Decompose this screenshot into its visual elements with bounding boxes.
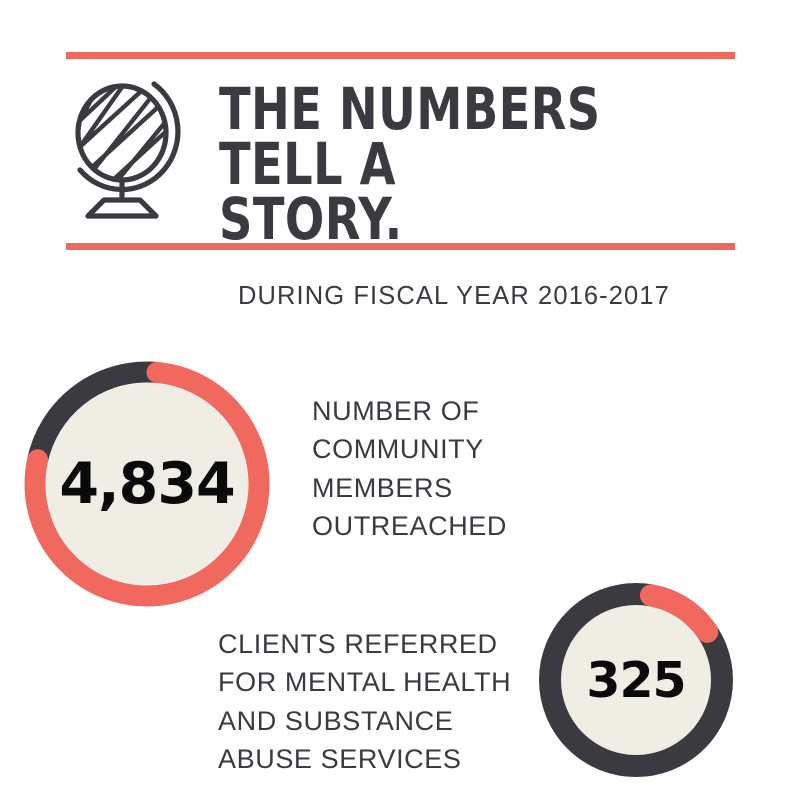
donut-chart-clients-referred: 325 [539, 583, 733, 777]
stat-caption-community-members-outreached: NUMBER OF COMMUNITY MEMBERS OUTREACHED [312, 396, 508, 541]
stat-value-clients-referred: 325 [586, 651, 686, 709]
stat-value-community-members-outreached: 4,834 [59, 451, 235, 517]
fiscal-year-subtitle: DURING FISCAL YEAR 2016-2017 [238, 282, 670, 310]
page-title: THE NUMBERS TELL A STORY. [219, 75, 601, 254]
header-rule-top [66, 52, 735, 59]
donut-chart-community-members-outreached: 4,834 [24, 361, 270, 607]
header-rule-bottom [66, 243, 735, 250]
stat-caption-clients-referred: CLIENTS REFERRED FOR MENTAL HEALTH AND S… [218, 629, 512, 774]
globe-icon [68, 78, 190, 220]
